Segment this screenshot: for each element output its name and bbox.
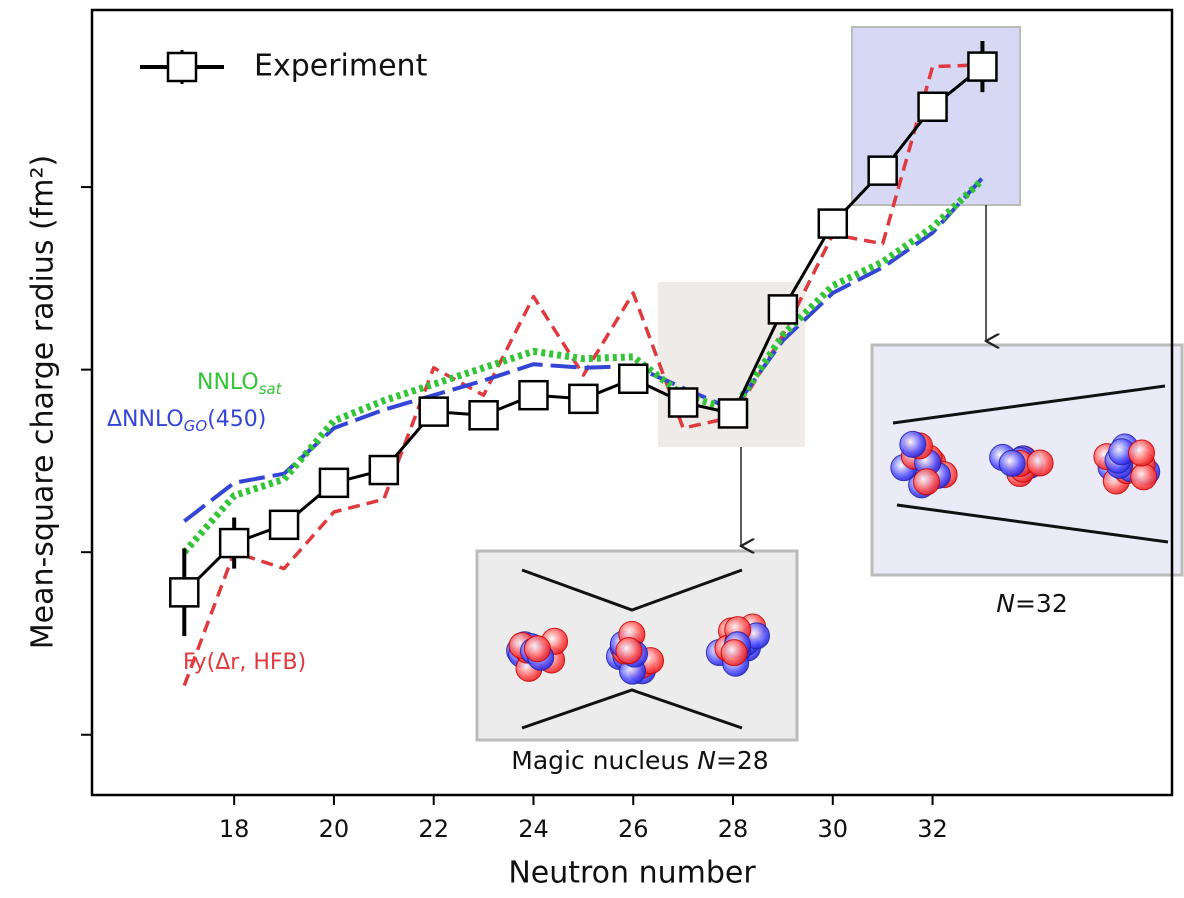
legend-label: Experiment <box>254 49 428 84</box>
legend-marker <box>166 51 198 83</box>
inset-lines <box>892 384 1169 544</box>
series-line <box>182 63 983 687</box>
series-name: NNLO <box>197 370 259 395</box>
series-name: ΔNNLO <box>107 407 184 432</box>
data-point <box>967 51 998 82</box>
x-tick-label: 22 <box>418 815 449 843</box>
nucleon <box>1128 439 1156 467</box>
data-point <box>468 400 499 431</box>
data-point <box>917 91 948 123</box>
annotation-value: =28 <box>716 746 769 775</box>
series-line <box>181 177 985 555</box>
annotation: N=32 <box>996 589 1067 618</box>
data-point <box>817 208 849 239</box>
data-point <box>767 294 799 325</box>
x-tick-label: 30 <box>818 815 849 843</box>
data-point <box>568 383 599 415</box>
data-point <box>617 363 649 395</box>
data-point <box>867 155 898 186</box>
x-tick-label: 24 <box>518 815 549 843</box>
x-axis-label: Neutron number <box>508 856 756 891</box>
series-subscript: sat <box>259 380 283 398</box>
inset-lines <box>521 568 743 730</box>
data-point <box>717 398 749 429</box>
plot-frame <box>90 8 1174 797</box>
x-tick-label: 28 <box>718 815 749 843</box>
series-suffix: (450) <box>207 407 266 432</box>
x-tick-label: 20 <box>319 815 350 843</box>
y-axis-label: Mean-square charge radius (fm²) <box>26 155 61 650</box>
data-point <box>518 379 549 411</box>
series-label: NNLOsat <box>197 370 283 398</box>
nucleon <box>1026 449 1054 477</box>
nucleon <box>615 637 643 665</box>
series-line <box>183 176 984 523</box>
nucleon <box>899 430 927 458</box>
data-point <box>169 577 200 608</box>
nucleon <box>913 468 941 496</box>
nuclei <box>506 430 1161 685</box>
layout <box>475 26 1184 742</box>
annotation: Magic nucleus N=28 <box>511 746 768 775</box>
series-label: ΔNNLOGO(450) <box>107 407 266 435</box>
nucleon <box>1130 463 1158 491</box>
data-point <box>268 509 300 541</box>
annotation-text: Magic nucleus <box>511 746 697 775</box>
nucleon <box>523 635 551 663</box>
nucleon <box>720 639 748 667</box>
x-tick-label: 18 <box>219 815 250 843</box>
data-point <box>368 454 400 486</box>
series-label: Fy(Δr, HFB) <box>183 650 306 675</box>
data-point <box>418 396 449 427</box>
annotation-variable: N <box>697 746 716 775</box>
data-point <box>667 387 699 418</box>
annotation-variable: N <box>996 589 1015 618</box>
data-point <box>318 467 350 499</box>
nucleon <box>998 449 1026 477</box>
x-tick-label: 32 <box>917 815 948 843</box>
annotation-value: =32 <box>1015 589 1068 618</box>
x-tick-label: 26 <box>618 815 649 843</box>
series-subscript: GO <box>184 417 208 435</box>
data-point <box>218 527 250 559</box>
